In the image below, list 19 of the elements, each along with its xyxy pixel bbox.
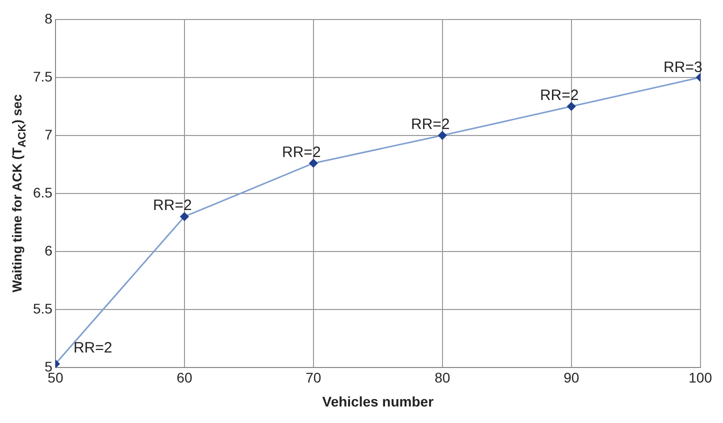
y-tick-label: 6 — [44, 242, 53, 258]
x-tick-label: 80 — [434, 370, 450, 386]
x-tick-label: 60 — [176, 370, 192, 386]
x-tick-label: 70 — [306, 370, 322, 386]
y-tick-label: 7.5 — [32, 68, 53, 84]
annotation: RR=3 — [664, 59, 702, 76]
y-tick-label: 7 — [44, 126, 53, 142]
y-tick-label: 8 — [44, 10, 53, 26]
annotation: RR=2 — [540, 87, 579, 104]
x-tick-label: 90 — [564, 370, 580, 386]
annotation: RR=2 — [73, 340, 112, 357]
y-tick-label: 5 — [44, 358, 53, 374]
x-tick-label: 100 — [688, 370, 712, 386]
annotation: RR=2 — [153, 197, 192, 214]
y-tick-label: 6.5 — [32, 184, 53, 200]
annotation: RR=2 — [282, 144, 321, 161]
x-axis-title: Vehicles number — [322, 393, 434, 410]
annotation: RR=2 — [410, 116, 450, 134]
y-tick-label: 5.5 — [32, 300, 53, 316]
